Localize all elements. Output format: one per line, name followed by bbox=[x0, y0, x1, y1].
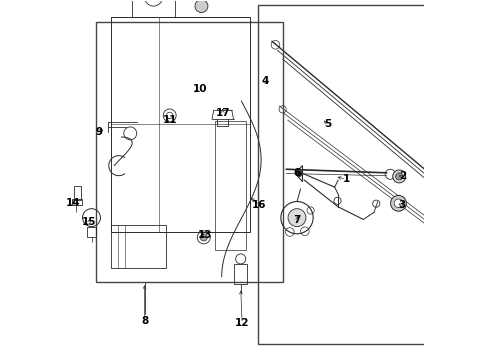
Text: 8: 8 bbox=[141, 316, 148, 325]
Text: 3: 3 bbox=[398, 200, 406, 210]
Circle shape bbox=[296, 171, 302, 176]
Text: 1: 1 bbox=[343, 174, 350, 184]
Bar bbox=[234, 264, 247, 284]
Bar bbox=[111, 225, 167, 268]
Bar bbox=[74, 186, 81, 200]
Bar bbox=[111, 17, 250, 232]
Text: 12: 12 bbox=[235, 319, 249, 328]
Circle shape bbox=[394, 199, 403, 208]
Text: 4: 4 bbox=[261, 76, 269, 86]
Circle shape bbox=[195, 0, 208, 13]
Circle shape bbox=[393, 170, 406, 183]
Text: 14: 14 bbox=[66, 198, 81, 208]
Text: 2: 2 bbox=[399, 171, 406, 181]
Text: 6: 6 bbox=[294, 168, 301, 178]
Text: 13: 13 bbox=[197, 230, 212, 239]
Bar bbox=[463, 152, 477, 164]
Text: 10: 10 bbox=[193, 84, 207, 94]
Circle shape bbox=[395, 173, 403, 180]
Text: 15: 15 bbox=[82, 217, 96, 227]
Text: 5: 5 bbox=[324, 120, 331, 129]
Text: 16: 16 bbox=[252, 200, 267, 210]
Text: 9: 9 bbox=[95, 127, 102, 136]
Bar bbox=[87, 226, 96, 237]
Circle shape bbox=[200, 234, 207, 241]
Bar bbox=[72, 199, 82, 205]
Bar bbox=[96, 22, 283, 282]
Circle shape bbox=[391, 195, 406, 211]
Text: 7: 7 bbox=[294, 215, 301, 225]
Bar bbox=[216, 121, 246, 250]
Bar bbox=[132, 0, 175, 17]
Text: 11: 11 bbox=[163, 115, 177, 125]
Circle shape bbox=[288, 209, 306, 226]
Text: 17: 17 bbox=[216, 108, 230, 118]
